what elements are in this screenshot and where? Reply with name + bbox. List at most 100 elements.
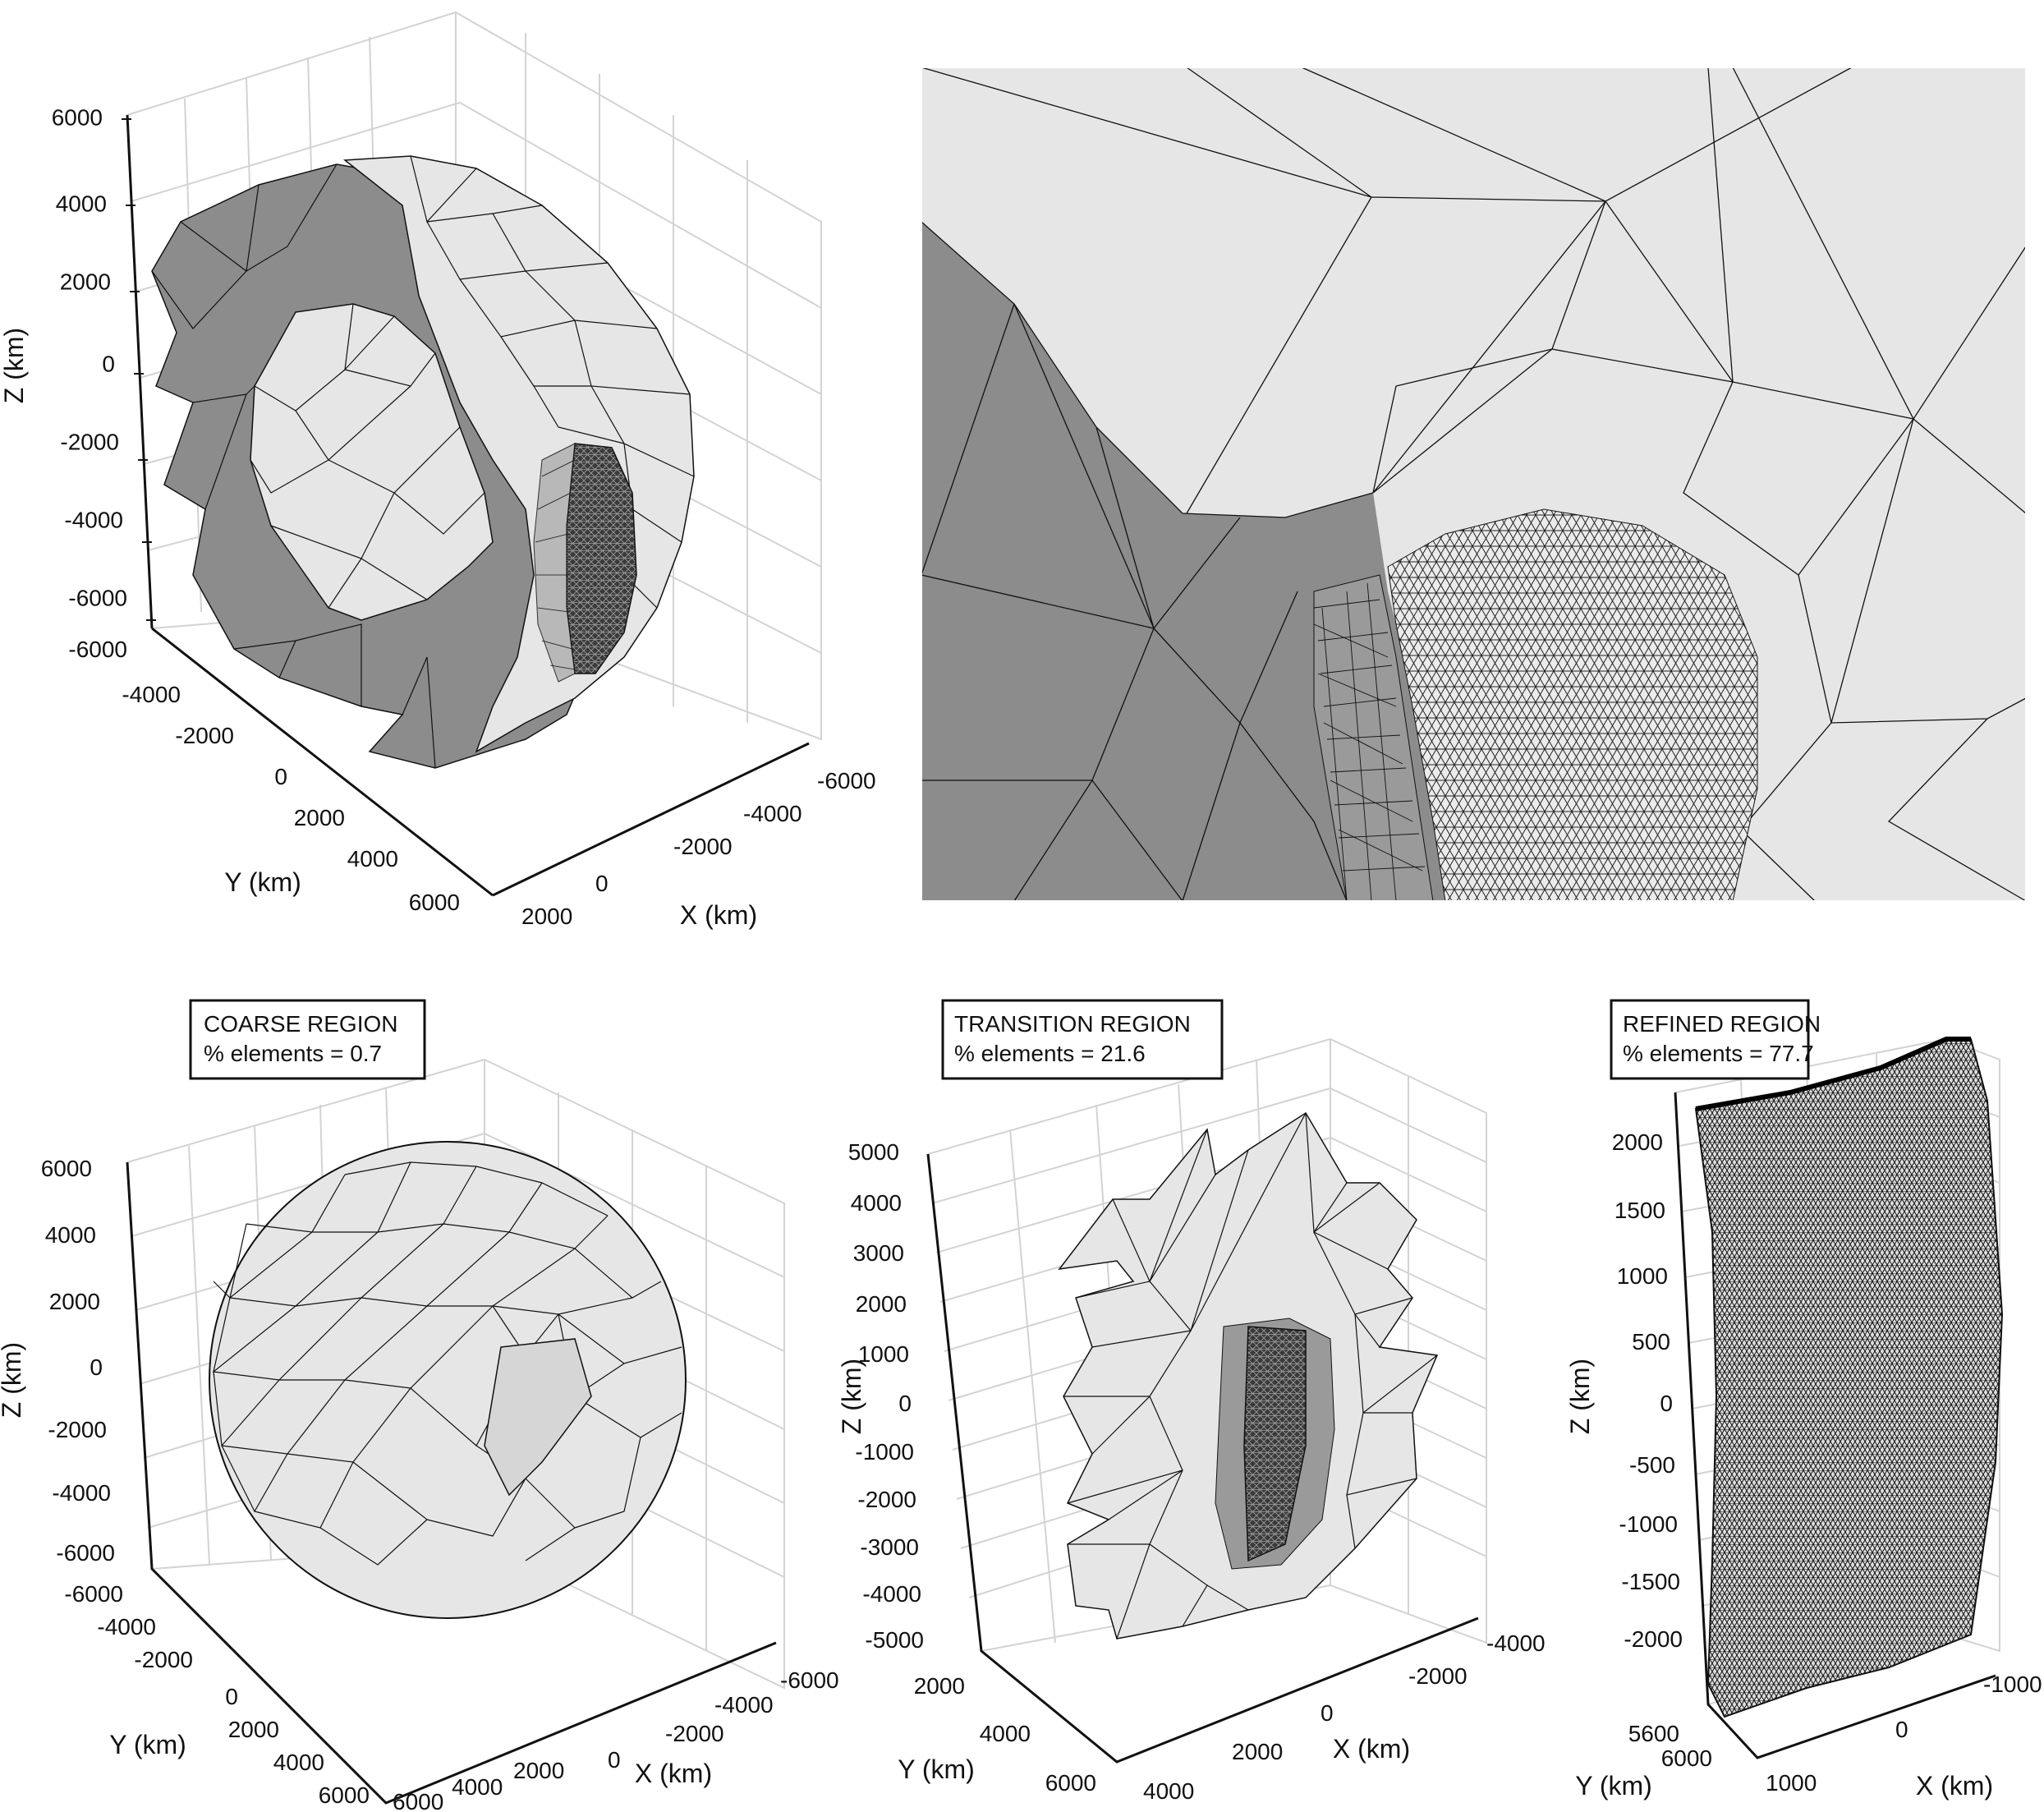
refined-x-tick-2: 1000 (1766, 1770, 1817, 1796)
zoom-refined-mesh (1387, 508, 1758, 902)
transition-x-tick-0: -4000 (1486, 1630, 1546, 1656)
coarse-y-tick-3: 0 (225, 1684, 238, 1709)
coarse-y-tick-0: -6000 (64, 1581, 123, 1607)
transition-x-label: X (km) (1333, 1734, 1410, 1764)
refined-top-edge (1695, 1037, 1971, 1111)
panel-refined-region: REFINED REGION % elements = 77.7 2000 15… (1565, 999, 2042, 1801)
refined-shell (1694, 1038, 2004, 1718)
refined-z-tick-6: -1000 (1619, 1511, 1678, 1537)
transition-z-label: Z (km) (837, 1359, 866, 1434)
x-axis-label: X (km) (680, 900, 757, 930)
transition-z-tick-7: -2000 (857, 1487, 916, 1512)
transition-subtitle: % elements = 21.6 (954, 1041, 1146, 1066)
coarse-x-tick-4: 2000 (513, 1758, 564, 1783)
x-tick-2: -2000 (673, 834, 733, 859)
y-tick-6: 6000 (409, 890, 460, 915)
coarse-x-tick-2: -2000 (665, 1721, 724, 1746)
refined-z-tick-0: 2000 (1612, 1129, 1663, 1155)
y-tick-3: 0 (274, 764, 287, 789)
panel-full-mesh: 6000 4000 2000 0 -2000 -4000 -6000 Z (km… (0, 11, 876, 930)
coarse-sphere (209, 1141, 687, 1619)
x-tick-4: 2000 (521, 904, 572, 929)
z-tick-0: 6000 (52, 104, 103, 130)
refined-z-tick-8: -2000 (1624, 1626, 1683, 1652)
coarse-x-tick-5: 4000 (452, 1774, 503, 1800)
y-tick-2: -2000 (175, 723, 234, 748)
transition-x-tick-1: -2000 (1408, 1663, 1468, 1689)
y-tick-0: -6000 (68, 637, 127, 662)
coarse-title: COARSE REGION (204, 1011, 397, 1037)
transition-wireframe (1063, 1112, 1438, 1640)
z-tick-1: 4000 (56, 191, 107, 216)
y-tick-1: -4000 (122, 682, 181, 707)
z-tick-6: -6000 (68, 585, 127, 610)
transition-ring (533, 443, 576, 683)
transition-x-tick-3: 2000 (1232, 1739, 1283, 1764)
transition-z-tick-5: 0 (898, 1391, 912, 1416)
coarse-y-tick-1: -4000 (97, 1614, 156, 1640)
coarse-y-tick-6: 6000 (319, 1782, 370, 1808)
refined-x-tick-0: -1000 (1983, 1672, 2042, 1697)
coarse-z-tick-3: 0 (90, 1354, 103, 1380)
panel-zoom-detail (921, 67, 2027, 902)
transition-x-tick-4: 4000 (1143, 1778, 1194, 1804)
refined-x-tick-1: 0 (1895, 1717, 1908, 1742)
refined-z-tick-2: 1000 (1617, 1263, 1668, 1289)
refined-label-box (1610, 999, 1810, 1080)
coarse-z-tick-0: 6000 (41, 1156, 92, 1181)
coarse-y-tick-5: 4000 (273, 1750, 324, 1775)
coarse-notch (484, 1338, 592, 1497)
coarse-y-tick-2: -2000 (134, 1647, 193, 1672)
coarse-z-tick-1: 4000 (45, 1222, 96, 1248)
coarse-subtitle: % elements = 0.7 (204, 1041, 382, 1066)
panel-coarse-region: COARSE REGION % elements = 0.7 6000 4000… (0, 999, 839, 1812)
z-axis-label: Z (km) (0, 328, 29, 403)
panel-transition-region: TRANSITION REGION % elements = 21.6 5000… (837, 999, 1546, 1804)
refined-x-label: X (km) (1916, 1771, 1993, 1801)
coarse-y-label: Y (km) (109, 1730, 186, 1759)
z-tick-4: -2000 (60, 429, 119, 454)
refined-y-label: Y (km) (1575, 1771, 1652, 1801)
transition-z-tick-1: 4000 (851, 1190, 902, 1216)
coarse-z-tick-4: -2000 (48, 1417, 107, 1442)
coarse-x-tick-6: 6000 (393, 1789, 443, 1812)
coarse-x-tick-3: 0 (608, 1747, 621, 1773)
coarse-x-tick-1: -4000 (714, 1692, 774, 1718)
refined-y-tick-1: 6000 (1661, 1745, 1712, 1771)
refined-z-tick-5: -500 (1629, 1452, 1675, 1478)
x-tick-1: -4000 (743, 801, 802, 826)
y-axis-label: Y (km) (224, 867, 301, 897)
z-tick-3: 0 (102, 351, 115, 376)
z-tick-2: 2000 (60, 269, 111, 294)
transition-z-tick-9: -4000 (862, 1581, 921, 1607)
refined-z-tick-4: 0 (1660, 1391, 1673, 1416)
y-tick-5: 4000 (347, 846, 398, 872)
transition-z-tick-6: -1000 (855, 1439, 914, 1465)
transition-core (1243, 1326, 1307, 1562)
refined-y-tick-0: 5600 (1628, 1721, 1679, 1746)
coarse-z-tick-2: 2000 (49, 1289, 100, 1314)
coarse-x-tick-0: -6000 (780, 1667, 839, 1693)
coarse-z-label: Z (km) (0, 1342, 26, 1418)
z-tick-5: -4000 (64, 507, 123, 532)
refined-title: REFINED REGION (1623, 1011, 1821, 1037)
refined-subtitle: % elements = 77.7 (1623, 1041, 1814, 1066)
refined-z-label: Z (km) (1565, 1359, 1595, 1434)
transition-z-tick-10: -5000 (865, 1627, 924, 1653)
transition-x-tick-2: 0 (1321, 1700, 1334, 1726)
transition-y-tick-0: 2000 (914, 1673, 965, 1699)
refined-z-tick-1: 1500 (1615, 1198, 1665, 1223)
transition-z-tick-8: -3000 (860, 1534, 919, 1560)
coarse-label-box (189, 999, 426, 1080)
transition-y-tick-1: 4000 (980, 1721, 1031, 1746)
coarse-x-label: X (km) (635, 1759, 712, 1788)
coarse-y-tick-4: 2000 (228, 1717, 279, 1742)
transition-z-tick-0: 5000 (848, 1139, 899, 1165)
inner-cavity (250, 303, 494, 621)
transition-label-box (941, 999, 1224, 1080)
transition-z-tick-3: 2000 (856, 1291, 907, 1317)
coarse-z-tick-5: -4000 (52, 1480, 111, 1506)
x-tick-3: 0 (595, 871, 609, 896)
transition-y-tick-2: 6000 (1045, 1770, 1096, 1796)
